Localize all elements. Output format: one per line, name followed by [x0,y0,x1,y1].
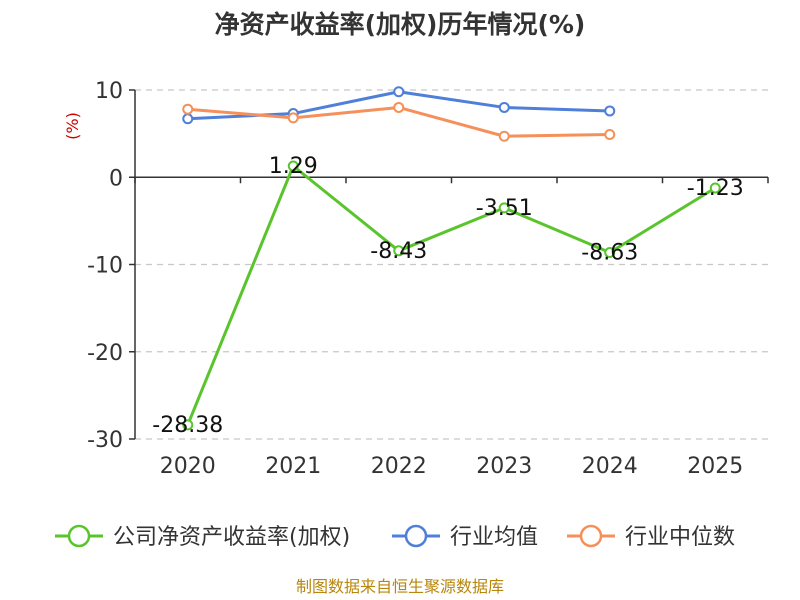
data-point [287,112,299,124]
data-point [604,128,616,140]
legend-marker [404,524,428,548]
source-note: 制图数据来自恒生聚源数据库 [296,577,504,596]
data-point [604,105,616,117]
x-tick-label: 2022 [371,454,427,479]
data-labels: -28.38 1.29 -8.43 -3.51 -8.63 -1.23 [152,154,743,438]
x-tick-label: 2020 [160,454,216,479]
legend-label: 行业中位数 [625,525,735,550]
x-tick-label: 2025 [687,454,743,479]
legend: 公司净资产收益率(加权) 行业均值 行业中位数 [55,524,735,550]
data-point [182,103,194,115]
y-tick-label: -20 [87,341,123,366]
data-point [182,419,194,431]
data-label: -1.23 [687,176,744,201]
x-tick-label: 2024 [582,454,638,479]
series-line-0 [186,164,717,426]
data-label: -8.63 [581,241,638,266]
legend-label: 公司净资产收益率(加权) [113,525,350,550]
data-point [498,101,510,113]
data-label: -8.43 [370,239,427,264]
y-tick-label: 0 [109,166,123,191]
data-point [393,245,405,257]
data-point [498,130,510,142]
legend-marker [579,524,603,548]
y-tick-label: -30 [87,428,123,453]
legend-label: 行业均值 [450,525,538,550]
y-tick-label: -10 [87,254,123,279]
data-point [393,101,405,113]
data-point [287,160,299,172]
y-tick-label: 10 [95,79,123,104]
data-point [182,113,194,125]
y-axis-unit-label: (%) [63,112,82,140]
axes: 10 0 -10 -20 -30 2020 2021 2022 2023 2024 2025 [87,79,769,479]
data-label: -3.51 [476,196,533,221]
data-point [604,247,616,259]
grid-lines [135,89,768,440]
x-tick-label: 2023 [476,454,532,479]
series-layer [182,86,721,431]
legend-marker [67,524,91,548]
data-label: 1.29 [269,154,318,179]
x-tick-label: 2021 [265,454,321,479]
data-point [393,86,405,98]
data-label: -28.38 [152,413,223,438]
chart-title: 净资产收益率(加权)历年情况(%) [215,10,586,39]
data-point [498,202,510,214]
data-point [709,182,721,194]
